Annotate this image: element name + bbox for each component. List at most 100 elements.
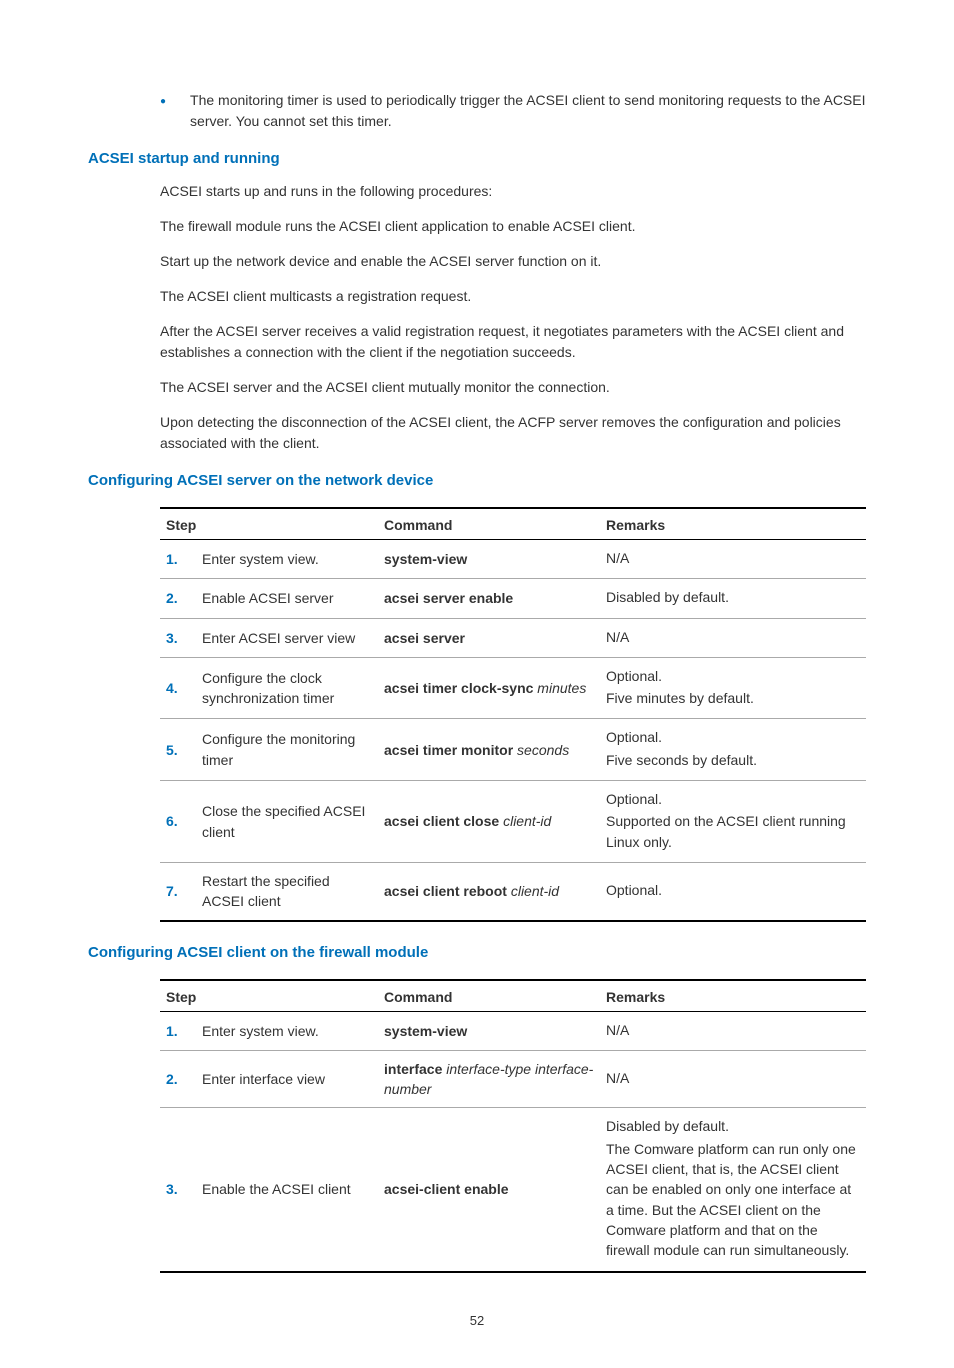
- step-desc: Enter system view.: [196, 540, 378, 579]
- step-remarks: N/A: [600, 540, 866, 579]
- step-command: acsei server enable: [378, 579, 600, 618]
- cmd-bold: acsei timer monitor: [384, 742, 513, 758]
- col-header-remarks: Remarks: [600, 508, 866, 540]
- heading-configuring-server: Configuring ACSEI server on the network …: [88, 472, 866, 489]
- table-header-row: Step Command Remarks: [160, 980, 866, 1012]
- step-remarks: Optional.Five minutes by default.: [600, 657, 866, 719]
- cmd-bold: acsei server enable: [384, 590, 513, 606]
- step-remarks: Optional.: [600, 862, 866, 920]
- cmd-ital: minutes: [533, 680, 586, 696]
- step-remarks: Optional.Supported on the ACSEI client r…: [600, 781, 866, 863]
- table-header-row: Step Command Remarks: [160, 508, 866, 540]
- page-number: 52: [88, 1313, 866, 1328]
- cmd-ital: client-id: [507, 883, 559, 899]
- step-command: acsei-client enable: [378, 1108, 600, 1272]
- step-command: acsei timer clock-sync minutes: [378, 657, 600, 719]
- remark-line: N/A: [606, 1020, 860, 1040]
- remark-line: The Comware platform can run only one AC…: [606, 1139, 860, 1261]
- step-remarks: Disabled by default.: [600, 579, 866, 618]
- step-command: acsei timer monitor seconds: [378, 719, 600, 781]
- step-number: 1.: [160, 540, 196, 579]
- remark-line: Optional.: [606, 880, 860, 900]
- step-remarks: N/A: [600, 1011, 866, 1050]
- page: ● The monitoring timer is used to period…: [0, 0, 954, 1368]
- step-number: 5.: [160, 719, 196, 781]
- cmd-ital: seconds: [513, 742, 569, 758]
- cmd-bold: system-view: [384, 551, 467, 567]
- paragraph: The ACSEI client multicasts a registrati…: [160, 286, 866, 307]
- cmd-bold: acsei client close: [384, 813, 499, 829]
- table-row: 7. Restart the specified ACSEI client ac…: [160, 862, 866, 920]
- paragraph: Upon detecting the disconnection of the …: [160, 412, 866, 454]
- bullet-icon: ●: [160, 94, 166, 132]
- remark-line: Optional.: [606, 727, 860, 747]
- table-row: 5. Configure the monitoring timer acsei …: [160, 719, 866, 781]
- remark-line: N/A: [606, 548, 860, 568]
- cmd-bold: acsei server: [384, 630, 465, 646]
- table-client-config: Step Command Remarks 1. Enter system vie…: [160, 979, 866, 1273]
- step-number: 6.: [160, 781, 196, 863]
- cmd-bold: acsei client reboot: [384, 883, 507, 899]
- heading-configuring-client: Configuring ACSEI client on the firewall…: [88, 944, 866, 961]
- cmd-bold: interface: [384, 1061, 442, 1077]
- bullet-text: The monitoring timer is used to periodic…: [190, 90, 866, 132]
- col-header-command: Command: [378, 508, 600, 540]
- table-row: 6. Close the specified ACSEI client acse…: [160, 781, 866, 863]
- step-desc: Enable the ACSEI client: [196, 1108, 378, 1272]
- table-server-config: Step Command Remarks 1. Enter system vie…: [160, 507, 866, 922]
- step-desc: Configure the monitoring timer: [196, 719, 378, 781]
- step-command: acsei client reboot client-id: [378, 862, 600, 920]
- remark-line: Optional.: [606, 789, 860, 809]
- step-command: system-view: [378, 540, 600, 579]
- remark-line: Supported on the ACSEI client running Li…: [606, 811, 860, 852]
- step-command: system-view: [378, 1011, 600, 1050]
- step-command: acsei server: [378, 618, 600, 657]
- paragraph: ACSEI starts up and runs in the followin…: [160, 181, 866, 202]
- table-row: 3. Enter ACSEI server view acsei server …: [160, 618, 866, 657]
- remark-line: N/A: [606, 627, 860, 647]
- paragraph: The ACSEI server and the ACSEI client mu…: [160, 377, 866, 398]
- remark-line: N/A: [606, 1068, 860, 1088]
- step-command: interface interface-type interface-numbe…: [378, 1050, 600, 1108]
- table-row: 1. Enter system view. system-view N/A: [160, 1011, 866, 1050]
- step-number: 1.: [160, 1011, 196, 1050]
- step-desc: Enable ACSEI server: [196, 579, 378, 618]
- step-number: 3.: [160, 1108, 196, 1272]
- table-row: 4. Configure the clock synchronization t…: [160, 657, 866, 719]
- step-number: 4.: [160, 657, 196, 719]
- remark-line: Five minutes by default.: [606, 688, 860, 708]
- step-remarks: N/A: [600, 618, 866, 657]
- cmd-ital: client-id: [499, 813, 551, 829]
- step-desc: Configure the clock synchronization time…: [196, 657, 378, 719]
- step-desc: Enter interface view: [196, 1050, 378, 1108]
- table-row: 1. Enter system view. system-view N/A: [160, 540, 866, 579]
- cmd-bold: acsei-client enable: [384, 1181, 509, 1197]
- cmd-bold: system-view: [384, 1023, 467, 1039]
- step-desc: Restart the specified ACSEI client: [196, 862, 378, 920]
- paragraph: After the ACSEI server receives a valid …: [160, 321, 866, 363]
- table-row: 2. Enter interface view interface interf…: [160, 1050, 866, 1108]
- table-row: 2. Enable ACSEI server acsei server enab…: [160, 579, 866, 618]
- table-row: 3. Enable the ACSEI client acsei-client …: [160, 1108, 866, 1272]
- col-header-remarks: Remarks: [600, 980, 866, 1012]
- remark-line: Optional.: [606, 666, 860, 686]
- step-remarks: Optional. Five seconds by default.: [600, 719, 866, 781]
- remark-line: Five seconds by default.: [606, 750, 860, 770]
- paragraph: The firewall module runs the ACSEI clien…: [160, 216, 866, 237]
- remark-line: Disabled by default.: [606, 1116, 860, 1136]
- paragraph: Start up the network device and enable t…: [160, 251, 866, 272]
- col-header-step: Step: [160, 508, 378, 540]
- step-remarks: N/A: [600, 1050, 866, 1108]
- step-desc: Enter system view.: [196, 1011, 378, 1050]
- col-header-step: Step: [160, 980, 378, 1012]
- step-number: 2.: [160, 579, 196, 618]
- remark-line: Disabled by default.: [606, 587, 860, 607]
- step-number: 3.: [160, 618, 196, 657]
- step-desc: Close the specified ACSEI client: [196, 781, 378, 863]
- col-header-command: Command: [378, 980, 600, 1012]
- step-desc: Enter ACSEI server view: [196, 618, 378, 657]
- step-remarks: Disabled by default. The Comware platform…: [600, 1108, 866, 1272]
- heading-acsei-startup: ACSEI startup and running: [88, 150, 866, 167]
- bullet-item: ● The monitoring timer is used to period…: [160, 90, 866, 132]
- step-command: acsei client close client-id: [378, 781, 600, 863]
